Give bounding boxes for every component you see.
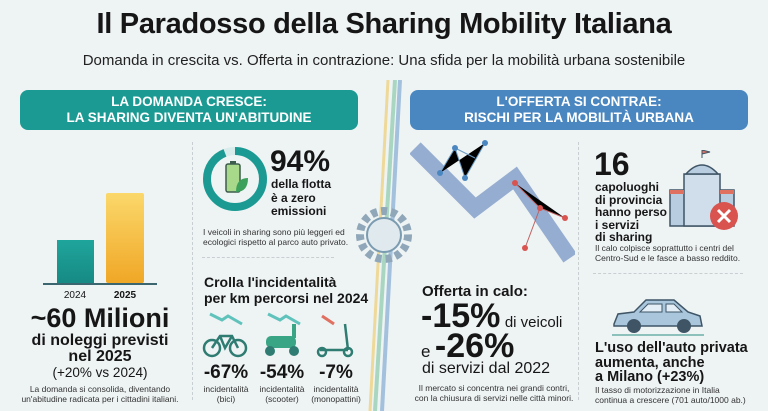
scooter-icon	[265, 324, 299, 356]
accident-label: incidentalità	[203, 384, 249, 394]
bar-label-2025: 2025	[113, 290, 137, 301]
bar-baseline	[43, 283, 157, 285]
car-note: Il tasso di motorizzazione in Italia	[595, 385, 720, 395]
car-line: L'uso dell'auto privata	[595, 340, 748, 356]
fleet-note: I veicoli in sharing sono più leggeri ed	[203, 227, 345, 237]
accident-type: (bici)	[216, 394, 236, 404]
cities-line: di sharing	[595, 230, 653, 244]
offer-vehicles-label: di veicoli	[504, 314, 563, 331]
divider	[593, 273, 743, 274]
accident-percent: -67%	[203, 362, 249, 383]
accident-percent: -54%	[259, 362, 305, 383]
accident-label: incidentalità	[259, 384, 305, 394]
cities-line: di provincia	[595, 192, 663, 207]
bar-2025	[106, 193, 144, 283]
section-header-offer: L'OFFERTA SI CONTRAE: RISCHI PER LA MOBI…	[410, 90, 748, 130]
fleet-line: emissioni	[271, 204, 327, 218]
fleet-line: della flotta	[271, 177, 332, 191]
cities-line: i servizi	[595, 217, 640, 232]
header-line: RISCHI PER LA MOBILITÀ URBANA	[464, 110, 694, 125]
rentals-growth: (+20% vs 2024)	[52, 365, 148, 380]
accident-type: (scooter)	[265, 394, 299, 404]
accident-type: (monopattini)	[311, 394, 361, 404]
battery-leaf-icon	[225, 161, 248, 193]
page-title: Il Paradosso della Sharing Mobility Ital…	[96, 8, 672, 40]
car-line: aumenta, anche	[595, 354, 705, 371]
accident-percent: -7%	[319, 362, 353, 383]
header-line: LA DOMANDA CRESCE:	[111, 94, 267, 109]
decline-network-graphic	[410, 140, 575, 263]
cities-line: capoluoghi	[595, 180, 659, 194]
section-header-demand: LA DOMANDA CRESCE: LA SHARING DIVENTA UN…	[20, 90, 358, 130]
offer-note: con la chiusura di servizi nelle città m…	[414, 393, 574, 403]
accident-label: incidentalità	[313, 384, 359, 394]
offer-vehicles-value: -15%	[421, 297, 501, 335]
cities-count: 16	[594, 146, 630, 182]
car-note: continua a crescere (701 auto/1000 ab.)	[595, 395, 746, 405]
accident-item-bici: -67% incidentalità (bici)	[198, 362, 254, 404]
divider	[578, 142, 579, 400]
accident-item-monopattini: -7% incidentalità (monopattini)	[308, 362, 364, 404]
divider	[192, 142, 193, 400]
car-icon	[612, 299, 704, 336]
offer-conj: e	[421, 342, 431, 361]
car-line: a Milano (+23%)	[595, 369, 705, 385]
rentals-line: di noleggi previsti	[31, 332, 169, 349]
rentals-note: La domanda si consolida, diventando	[29, 384, 171, 394]
accidents-title: per km percorsi nel 2024	[204, 289, 369, 306]
offer-title: Offerta in calo:	[422, 283, 528, 300]
offer-services: e -26%	[421, 327, 514, 366]
bar-2024	[57, 240, 94, 283]
fleet-donut	[203, 147, 267, 211]
offer-note: Il mercato si concentra nei grandi contr…	[418, 383, 570, 393]
accident-icons	[202, 312, 354, 358]
rentals-headline: ~60 Milioni	[30, 303, 170, 333]
fleet-percent: 94%	[270, 145, 331, 178]
header-line: L'OFFERTA SI CONTRAE:	[496, 94, 662, 109]
divider	[202, 257, 334, 258]
down-arrow-icon	[321, 314, 335, 326]
bicycle-icon	[202, 334, 248, 358]
offer-services-value: -26%	[434, 327, 515, 365]
accidents-title: Crolla l'incidentalità	[204, 274, 337, 290]
center-divider	[356, 80, 412, 411]
fleet-donut-arc	[203, 147, 267, 211]
gear-icon	[356, 207, 412, 263]
rentals-note: un'abitudine radicata per i cittadini it…	[21, 394, 179, 404]
bar-label-2024: 2024	[63, 290, 87, 301]
page-subtitle: Domanda in crescita vs. Offerta in contr…	[82, 52, 686, 69]
accident-item-scooter: -54% incidentalità (scooter)	[254, 362, 310, 404]
kick-scooter-icon	[316, 323, 354, 358]
down-arrow-icon	[209, 312, 301, 326]
cities-note: Centro-Sud e le fasce a basso reddito.	[595, 253, 741, 263]
offer-vehicles: -15% di veicoli	[421, 297, 562, 336]
cities-line: hanno perso	[595, 205, 668, 219]
fleet-note: ecologici rispetto al parco auto privato…	[203, 237, 349, 247]
city-hall-closed-icon	[669, 150, 738, 230]
offer-services-label: di servizi dal 2022	[422, 360, 551, 377]
cities-note: Il calo colpisce soprattutto i centri de…	[595, 243, 734, 253]
header-line: LA SHARING DIVENTA UN'ABITUDINE	[66, 110, 312, 125]
rentals-line: nel 2025	[68, 348, 132, 365]
fleet-line: è a zero	[271, 190, 316, 205]
